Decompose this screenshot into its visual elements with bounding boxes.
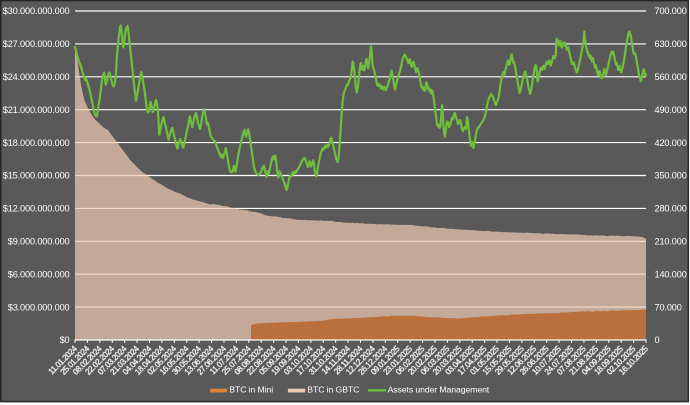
- svg-text:Assets under Management: Assets under Management: [388, 384, 490, 394]
- svg-text:560.000: 560.000: [655, 72, 687, 82]
- svg-text:$24.000.000.000: $24.000.000.000: [3, 72, 70, 82]
- svg-text:210.000: 210.000: [655, 237, 687, 247]
- svg-text:350.000: 350.000: [655, 171, 687, 181]
- svg-text:$0: $0: [60, 335, 70, 345]
- svg-text:BTC in Mini: BTC in Mini: [229, 384, 273, 394]
- svg-text:$30.000.000.000: $30.000.000.000: [3, 6, 70, 16]
- svg-text:$9.000.000.000: $9.000.000.000: [8, 237, 70, 247]
- svg-text:$18.000.000.000: $18.000.000.000: [3, 138, 70, 148]
- svg-text:$12.000.000.000: $12.000.000.000: [3, 204, 70, 214]
- svg-text:630.000: 630.000: [655, 39, 687, 49]
- svg-text:140.000: 140.000: [655, 269, 687, 279]
- svg-text:$21.000.000.000: $21.000.000.000: [3, 105, 70, 115]
- svg-text:420.000: 420.000: [655, 138, 687, 148]
- svg-text:$3.000.000.000: $3.000.000.000: [8, 302, 70, 312]
- svg-text:$6.000.000.000: $6.000.000.000: [8, 269, 70, 279]
- svg-text:280.000: 280.000: [655, 204, 687, 214]
- svg-text:BTC in GBTC: BTC in GBTC: [307, 384, 359, 394]
- svg-text:490.000: 490.000: [655, 105, 687, 115]
- svg-text:0: 0: [655, 335, 660, 345]
- svg-text:$27.000.000.000: $27.000.000.000: [3, 39, 70, 49]
- svg-text:$15.000.000.000: $15.000.000.000: [3, 171, 70, 181]
- svg-text:700.000: 700.000: [655, 6, 687, 16]
- svg-text:70.000: 70.000: [655, 302, 682, 312]
